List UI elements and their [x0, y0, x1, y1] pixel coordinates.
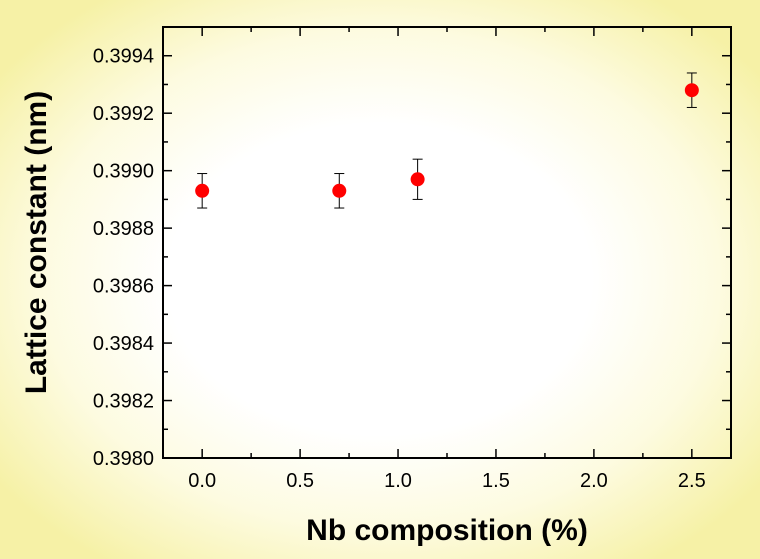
x-axis-title: Nb composition (%)	[306, 514, 588, 547]
x-axis: 0.0 0.5 1.0 1.5 2.0 2.5	[188, 27, 706, 492]
y-tick-label: 0.3994	[93, 46, 154, 68]
x-tick-label: 2.0	[580, 470, 608, 492]
x-tick-label: 2.5	[678, 470, 706, 492]
y-axis: 0.3980 0.3982 0.3984 0.3986 0.3988 0.3990 0.39…	[93, 26, 731, 470]
y-tick-label: 0.3992	[93, 103, 154, 125]
data-point	[410, 172, 425, 187]
plot-area	[162, 26, 732, 459]
y-tick-label: 0.3984	[93, 333, 154, 355]
y-tick-label: 0.3982	[93, 391, 154, 413]
data-point	[332, 183, 347, 198]
x-tick-label: 1.0	[384, 470, 412, 492]
y-tick-label: 0.3986	[93, 276, 154, 298]
data-series	[195, 72, 699, 209]
data-point	[684, 83, 699, 98]
x-tick-label: 0.5	[286, 470, 314, 492]
y-tick-label: 0.3990	[93, 161, 154, 183]
x-tick-label: 1.5	[482, 470, 510, 492]
y-axis-title: Lattice constant (nm)	[20, 91, 53, 394]
y-tick-label: 0.3988	[93, 218, 154, 240]
x-tick-label: 0.0	[188, 470, 216, 492]
y-tick-label: 0.3980	[93, 448, 154, 470]
data-point	[195, 183, 210, 198]
